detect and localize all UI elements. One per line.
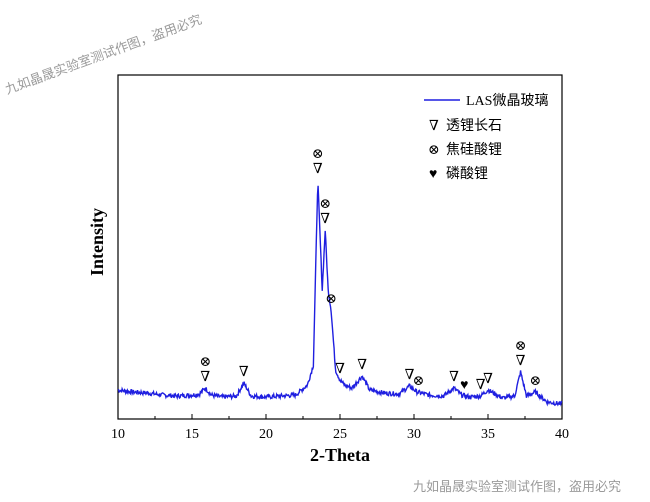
peak-marker: ⊗ (413, 374, 425, 389)
peak-marker: ∇ (357, 358, 367, 373)
x-axis-ticks: 10 15 20 25 30 35 40 (111, 414, 569, 442)
peak-marker: ∇ (476, 378, 486, 393)
legend-label-phosphate: 磷酸锂 (446, 166, 488, 182)
x-tick-label: 30 (407, 427, 421, 442)
x-tick-label: 40 (555, 427, 569, 442)
series-line-las (117, 185, 563, 407)
watermark-bottom: 九如晶晟实验室测试作图，盗用必究 (413, 480, 622, 495)
x-axis-title: 2-Theta (310, 445, 370, 465)
x-tick-label: 35 (481, 427, 495, 442)
y-axis-title: Intensity (87, 208, 107, 276)
legend-label-las: LAS微晶玻璃 (466, 92, 548, 109)
legend-symbol-spodumene: ∇ (429, 119, 439, 134)
x-tick-label: 20 (259, 427, 273, 442)
x-tick-label: 15 (185, 427, 199, 442)
peak-marker: ∇ (335, 362, 345, 377)
peak-marker: ∇ (483, 372, 493, 387)
legend-symbol-disilicate: ⊗ (428, 143, 440, 158)
x-tick-label: 25 (333, 427, 347, 442)
legend-label-spodumene: 透锂长石 (446, 118, 502, 134)
peak-marker: ⊗ (319, 197, 331, 212)
peak-marker: ⊗ (515, 339, 527, 354)
legend-symbol-phosphate: ♥ (429, 167, 437, 182)
peak-marker: ∇ (516, 354, 526, 369)
legend-label-disilicate: 焦硅酸锂 (446, 142, 502, 158)
peak-marker: ∇ (320, 212, 330, 227)
peak-annotations: ∇⊗∇∇⊗∇⊗⊗∇ ∇∇⊗ ∇♥ ∇∇∇⊗⊗ (199, 147, 541, 393)
peak-marker: ⊗ (312, 147, 324, 162)
peak-marker: ∇ (405, 368, 415, 383)
peak-marker: ♥ (460, 378, 468, 393)
x-tick-label: 10 (111, 427, 125, 442)
peak-marker: ∇ (313, 162, 323, 177)
peak-marker: ⊗ (325, 292, 337, 307)
peak-marker: ∇ (239, 365, 249, 380)
peak-marker: ⊗ (529, 374, 541, 389)
peak-marker: ∇ (200, 370, 210, 385)
peak-marker: ⊗ (199, 355, 211, 370)
legend: LAS微晶玻璃 ∇ 透锂长石 ⊗ 焦硅酸锂 ♥ 磷酸锂 (424, 92, 548, 182)
peak-marker: ∇ (449, 370, 459, 385)
